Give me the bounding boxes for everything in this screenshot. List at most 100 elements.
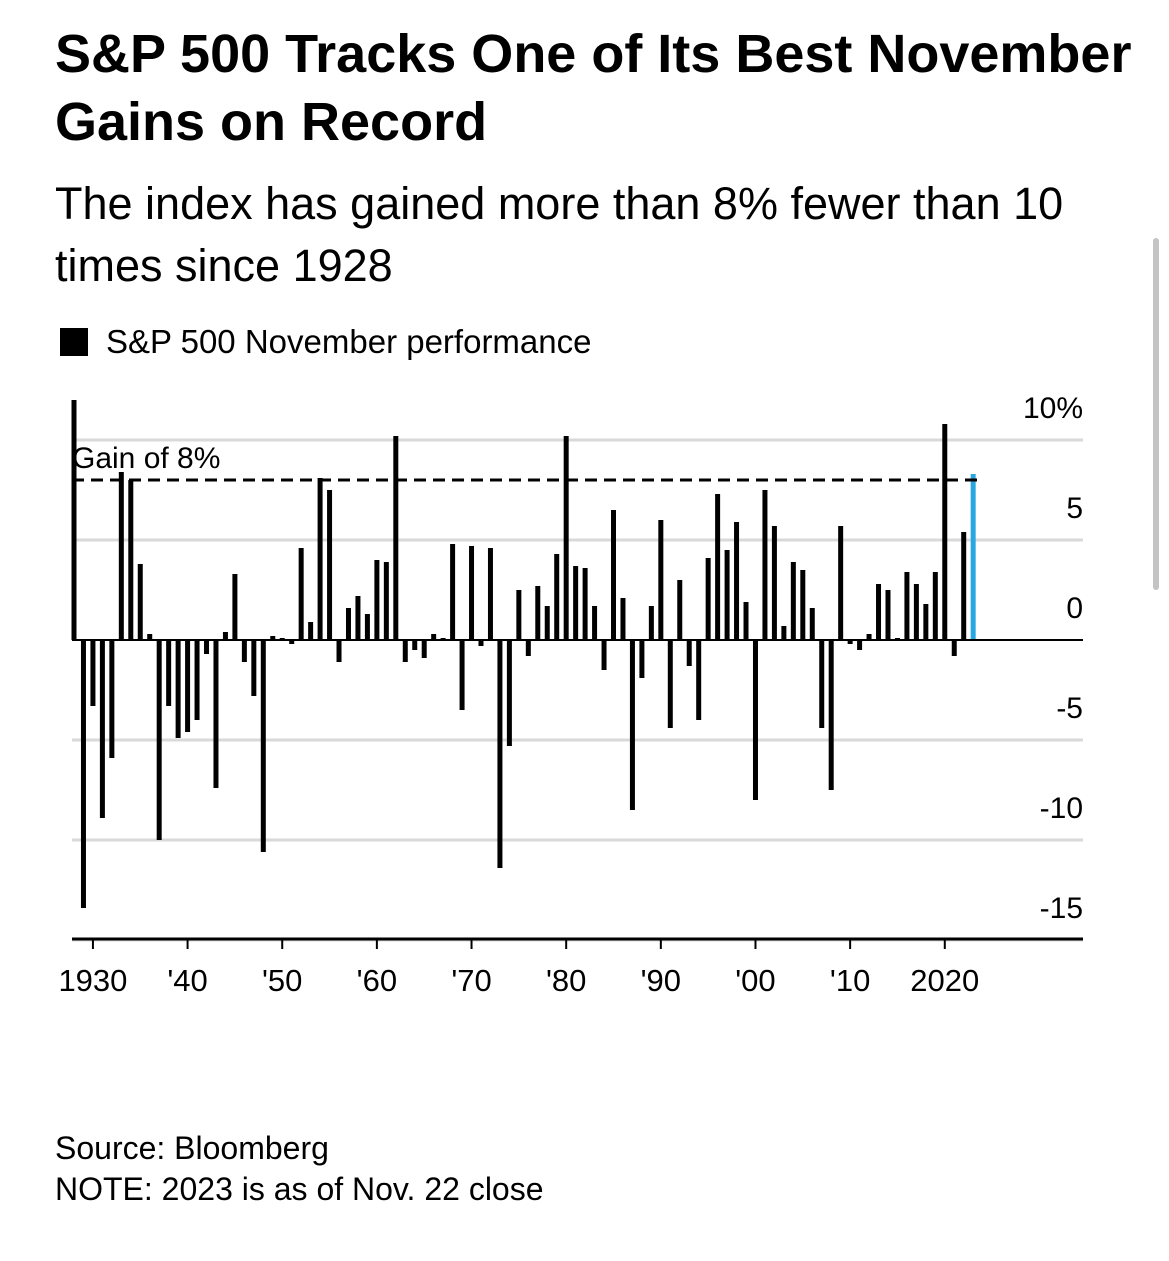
bar (961, 532, 967, 640)
bar (582, 568, 588, 640)
x-tick-label: '70 (451, 963, 491, 998)
chart-subtitle: The index has gained more than 8% fewer … (55, 178, 1064, 291)
bar (118, 472, 124, 640)
bar (951, 640, 957, 656)
bar (838, 526, 844, 640)
bar (308, 622, 314, 640)
bar (913, 584, 919, 640)
y-tick-label: -15 (1040, 892, 1083, 925)
bar (204, 640, 210, 654)
bar (800, 570, 806, 640)
bar (194, 640, 200, 720)
bar (904, 572, 910, 640)
bar (942, 424, 948, 640)
bar (156, 640, 162, 840)
bar (828, 640, 834, 790)
source-text: Source: Bloomberg (55, 1130, 329, 1166)
bars (71, 400, 976, 908)
bar (298, 548, 304, 640)
bar (336, 640, 342, 662)
bar (137, 564, 143, 640)
bar (819, 640, 825, 728)
x-tick-label: '90 (641, 963, 681, 998)
bar (175, 640, 181, 738)
y-tick-label: 0 (1066, 592, 1083, 625)
bar (535, 586, 541, 640)
bar (771, 526, 777, 640)
gridlines (72, 438, 1083, 942)
x-tick-label: '60 (357, 963, 397, 998)
bar (241, 640, 247, 662)
bar (345, 608, 351, 640)
bar (743, 602, 749, 640)
bar (497, 640, 503, 868)
y-tick-label: 5 (1066, 492, 1083, 525)
bar-chart: Gain of 8% 10% 5 0 -5 -10 -15 1930 '40 '50 '60 '70… (58, 392, 1083, 998)
y-tick-label: -10 (1040, 792, 1083, 825)
bar (327, 490, 333, 640)
bar (213, 640, 219, 788)
bar (421, 640, 427, 658)
bar (639, 640, 645, 678)
legend-swatch (60, 328, 88, 356)
bar (109, 640, 115, 758)
bar (790, 562, 796, 640)
bar (885, 590, 891, 640)
x-tick-label: '40 (167, 963, 207, 998)
bar (80, 640, 86, 908)
bar (847, 640, 853, 644)
bar (696, 640, 702, 720)
legend-label: S&P 500 November performance (106, 323, 592, 360)
bar (857, 640, 863, 650)
x-tick-label: 1930 (58, 963, 127, 998)
note-text: NOTE: 2023 is as of Nov. 22 close (55, 1171, 544, 1207)
bar (705, 558, 711, 640)
x-tick-label: '10 (830, 963, 870, 998)
bar (573, 566, 579, 640)
bar (355, 596, 361, 640)
scrollbar[interactable] (1153, 238, 1159, 590)
bar (71, 400, 77, 640)
bar (459, 640, 465, 710)
bar (592, 606, 598, 640)
bar (876, 584, 882, 640)
bar (724, 550, 730, 640)
bar (544, 606, 550, 640)
x-tick-label: '00 (735, 963, 775, 998)
reference-line-label: Gain of 8% (72, 442, 220, 475)
bar (450, 544, 456, 640)
bar (364, 614, 370, 640)
bar (260, 640, 266, 852)
bar (677, 580, 683, 640)
bar (128, 480, 134, 640)
bar (251, 640, 257, 696)
bar (781, 626, 787, 640)
x-tick-label: 2020 (910, 963, 979, 998)
legend: S&P 500 November performance (60, 322, 591, 362)
bar (478, 640, 484, 646)
bar (629, 640, 635, 810)
bar (185, 640, 191, 732)
bar (525, 640, 531, 656)
bar (393, 436, 399, 640)
bar (506, 640, 512, 746)
bar (554, 554, 560, 640)
bar (516, 590, 522, 640)
bar-highlight (970, 474, 976, 640)
bar (383, 562, 389, 640)
bar (232, 574, 238, 640)
bar (667, 640, 673, 728)
bar (402, 640, 408, 662)
bar (563, 436, 569, 640)
chart-title: S&P 500 Tracks One of Its Best November … (55, 24, 1132, 152)
y-tick-label: 10% (1023, 392, 1083, 425)
bar (90, 640, 96, 706)
bar (289, 640, 295, 644)
bar (932, 572, 938, 640)
bar (99, 640, 105, 818)
bar (222, 632, 228, 640)
bar (923, 604, 929, 640)
bar (317, 478, 323, 640)
bar (374, 560, 380, 640)
bar (166, 640, 172, 706)
